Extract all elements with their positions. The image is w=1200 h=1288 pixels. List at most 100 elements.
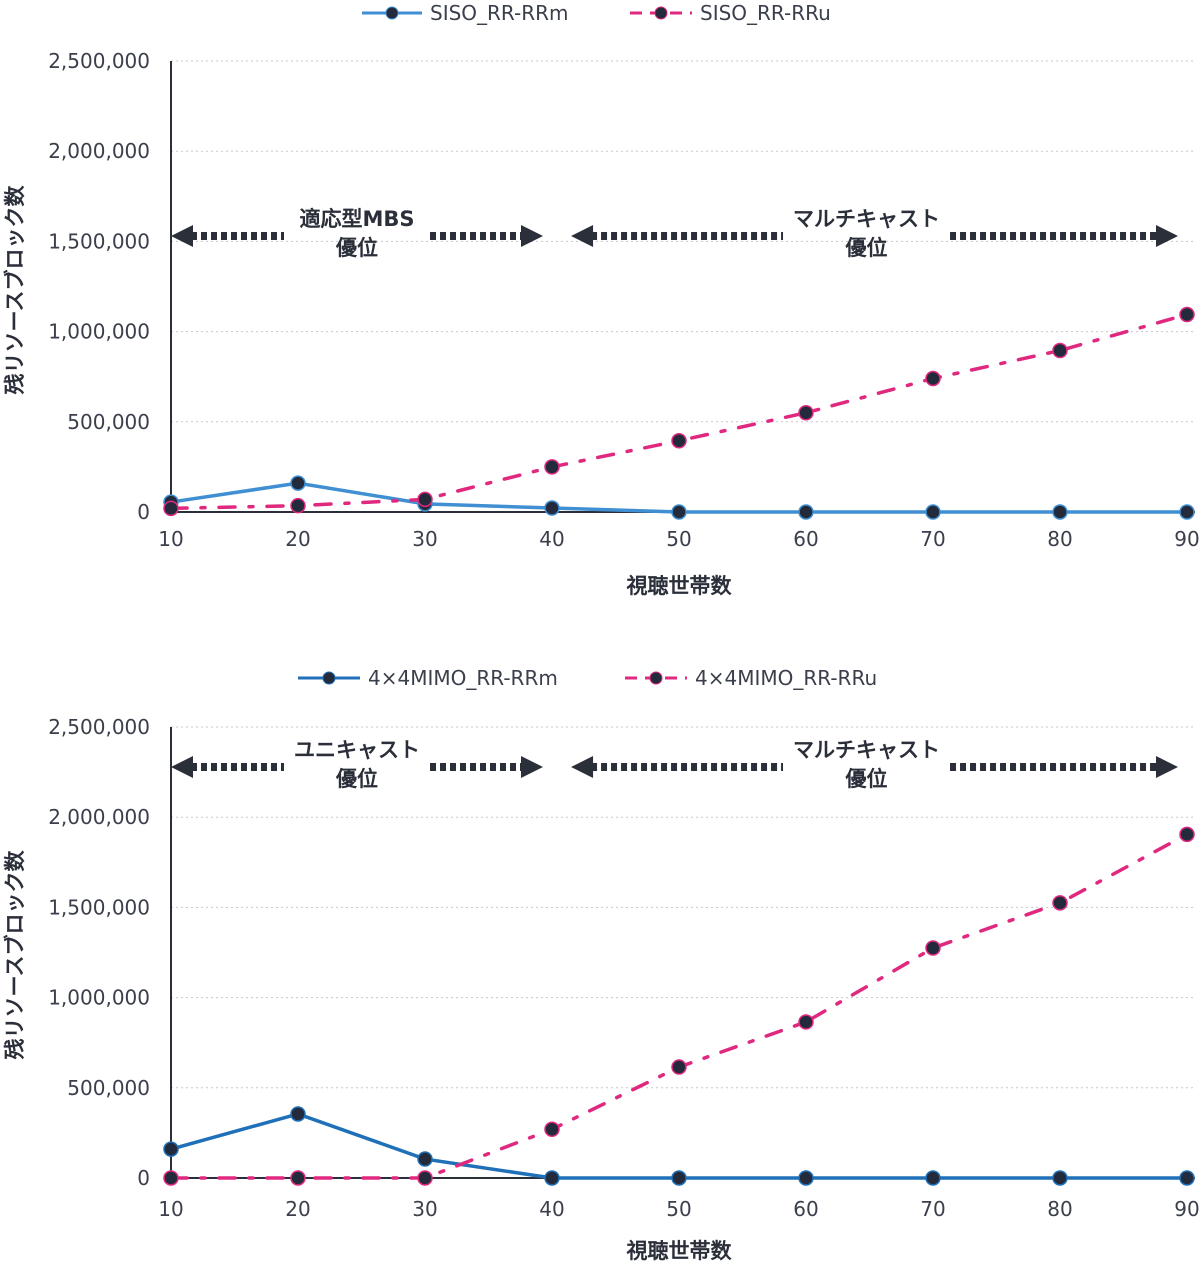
data-point <box>671 1170 687 1186</box>
series-line-2 <box>169 832 1189 1180</box>
data-point <box>798 504 814 520</box>
data-point <box>671 432 687 449</box>
data-point <box>798 1170 814 1186</box>
x-tick-label: 20 <box>285 1197 310 1221</box>
legend-marker <box>322 671 336 685</box>
x-tick-label: 30 <box>412 1197 437 1221</box>
annotation-arrow: 適応型MBS 優位 <box>171 207 543 260</box>
legend-label: SISO_RR-RRm <box>430 1 569 25</box>
y-tick-label: 2,500,000 <box>48 715 150 739</box>
data-point <box>1052 504 1068 520</box>
legend-marker <box>385 6 399 20</box>
y-tick-label: 2,000,000 <box>48 805 150 829</box>
y-axis-label: 残リソースブロック数 <box>3 185 27 395</box>
arrow-head-right <box>521 225 543 247</box>
x-tick-label: 40 <box>539 1197 564 1221</box>
data-point <box>163 1141 179 1157</box>
x-tick-label: 80 <box>1047 527 1072 551</box>
legend-marker <box>654 6 668 20</box>
y-tick-label: 2,000,000 <box>48 139 150 163</box>
data-point <box>798 1014 814 1030</box>
x-axis-label: 視聴世帯数 <box>626 1239 733 1263</box>
arrow-head-right <box>1156 225 1178 247</box>
data-point <box>417 1151 433 1167</box>
x-tick-label: 80 <box>1047 1197 1072 1221</box>
y-tick-label: 0 <box>137 500 150 524</box>
x-tick-label: 40 <box>539 527 564 551</box>
y-tick-label: 1,000,000 <box>48 320 150 344</box>
legend-label: 4×4MIMO_RR-RRm <box>368 666 558 690</box>
x-tick-label: 50 <box>666 527 691 551</box>
data-point <box>1179 504 1195 520</box>
data-point <box>798 405 814 421</box>
chart-panel-2: 0 500,000 1,000,000 1,500,000 2,000,000 2,500… <box>3 666 1200 1263</box>
data-point <box>544 500 560 516</box>
data-point <box>925 940 941 956</box>
x-tick-label: 20 <box>285 527 310 551</box>
data-point <box>417 1170 433 1186</box>
annotation-label: 優位 <box>845 767 888 791</box>
y-axis-label: 残リソースブロック数 <box>3 850 27 1060</box>
arrow-head-right <box>1156 756 1178 778</box>
data-point <box>1179 1170 1195 1186</box>
data-point <box>925 504 941 520</box>
annotation-label: ユニキャスト <box>294 738 420 762</box>
y-tick-label: 500,000 <box>67 1076 150 1100</box>
x-tick-label: 90 <box>1174 1197 1199 1221</box>
x-tick-label: 70 <box>920 1197 945 1221</box>
legend-marker <box>649 671 663 685</box>
data-point <box>1179 306 1195 323</box>
arrow-head-right <box>521 756 543 778</box>
arrow-head-left <box>171 225 193 247</box>
data-point <box>290 1170 306 1186</box>
data-point <box>671 504 687 520</box>
x-tick-label: 10 <box>158 527 183 551</box>
y-tick-label: 500,000 <box>67 410 150 434</box>
x-tick-label: 90 <box>1174 527 1199 551</box>
data-point <box>544 1121 560 1138</box>
x-tick-label: 10 <box>158 1197 183 1221</box>
legend-label: SISO_RR-RRu <box>700 1 831 25</box>
annotation-label: 優位 <box>845 236 888 260</box>
x-tick-label: 50 <box>666 1197 691 1221</box>
data-point <box>544 1170 560 1186</box>
data-point <box>544 459 560 475</box>
data-point <box>1052 895 1068 911</box>
data-point <box>1052 1170 1068 1186</box>
y-tick-label: 2,500,000 <box>48 49 150 73</box>
chart-panel-1: 0 500,000 1,000,000 1,500,000 2,000,000 2,500… <box>3 1 1200 598</box>
data-point <box>1179 826 1195 843</box>
y-tick-label: 1,000,000 <box>48 986 150 1010</box>
x-axis-label: 視聴世帯数 <box>626 574 733 598</box>
x-tick-label: 30 <box>412 527 437 551</box>
data-point <box>163 500 179 517</box>
y-tick-label: 1,500,000 <box>48 895 150 919</box>
data-point <box>290 1106 306 1122</box>
annotation-label: 適応型MBS <box>299 207 414 231</box>
x-tick-label: 70 <box>920 527 945 551</box>
data-point <box>163 1170 179 1186</box>
arrow-head-left <box>571 225 594 247</box>
data-point <box>1052 342 1068 359</box>
data-point <box>925 370 941 387</box>
series-line-1 <box>170 1112 1187 1180</box>
data-point <box>417 491 433 508</box>
arrow-head-left <box>571 756 594 778</box>
x-tick-label: 60 <box>793 527 818 551</box>
annotation-label: 優位 <box>335 236 378 260</box>
y-tick-label: 0 <box>137 1166 150 1190</box>
data-point <box>925 1170 941 1186</box>
data-point <box>671 1059 687 1075</box>
data-point <box>290 475 306 491</box>
data-point <box>290 497 306 514</box>
y-tick-label: 1,500,000 <box>48 229 150 253</box>
arrow-head-left <box>171 756 193 778</box>
annotation-label: マルチキャスト <box>793 738 940 762</box>
series-line-2 <box>169 312 1189 511</box>
annotation-label: マルチキャスト <box>793 207 940 231</box>
legend-label: 4×4MIMO_RR-RRu <box>695 666 877 690</box>
